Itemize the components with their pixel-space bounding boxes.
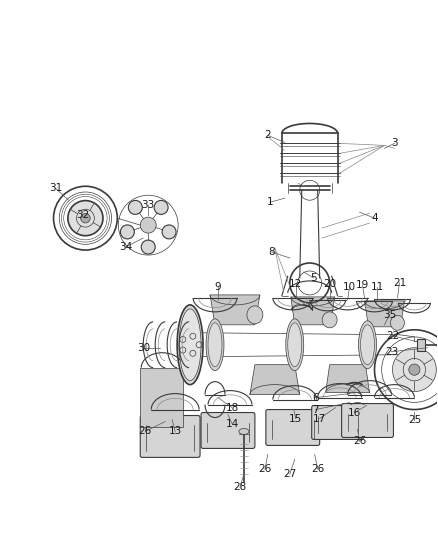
Polygon shape <box>364 301 404 327</box>
Circle shape <box>409 364 420 375</box>
FancyBboxPatch shape <box>266 409 320 446</box>
Text: 10: 10 <box>343 282 356 292</box>
Ellipse shape <box>390 316 404 330</box>
Polygon shape <box>291 297 335 325</box>
Circle shape <box>392 348 436 392</box>
Ellipse shape <box>360 325 374 365</box>
Text: 22: 22 <box>386 331 399 341</box>
Text: 30: 30 <box>137 343 150 353</box>
Text: 27: 27 <box>283 470 297 479</box>
Text: 3: 3 <box>391 139 398 148</box>
Ellipse shape <box>359 321 377 369</box>
Text: 26: 26 <box>311 464 324 474</box>
Ellipse shape <box>239 429 249 434</box>
Ellipse shape <box>208 323 222 367</box>
Circle shape <box>81 213 90 223</box>
Ellipse shape <box>288 323 302 367</box>
Text: 6: 6 <box>312 393 319 402</box>
Text: 20: 20 <box>323 279 336 289</box>
Text: 32: 32 <box>76 210 89 220</box>
Text: 15: 15 <box>289 414 302 424</box>
Circle shape <box>154 200 168 214</box>
Circle shape <box>120 225 134 239</box>
Text: 18: 18 <box>225 402 239 413</box>
Polygon shape <box>140 368 183 427</box>
Text: 26: 26 <box>258 464 272 474</box>
Text: 23: 23 <box>385 347 398 357</box>
Text: 17: 17 <box>313 414 326 424</box>
Ellipse shape <box>179 309 201 381</box>
Text: 7: 7 <box>312 405 319 415</box>
Ellipse shape <box>206 319 224 370</box>
Text: 8: 8 <box>268 247 275 257</box>
Circle shape <box>128 200 142 214</box>
Text: 28: 28 <box>233 482 247 492</box>
Text: 2: 2 <box>265 131 271 140</box>
Text: 11: 11 <box>371 282 384 292</box>
Circle shape <box>68 200 103 236</box>
Text: 12: 12 <box>289 279 302 289</box>
Text: 9: 9 <box>215 282 221 292</box>
Circle shape <box>141 240 155 254</box>
Text: 4: 4 <box>371 213 378 223</box>
Text: 21: 21 <box>393 278 406 288</box>
Text: 5: 5 <box>311 273 317 283</box>
Text: 26: 26 <box>353 437 366 447</box>
Text: 35: 35 <box>383 310 396 320</box>
Text: 25: 25 <box>408 415 421 424</box>
FancyBboxPatch shape <box>201 413 255 448</box>
Text: 34: 34 <box>119 242 132 252</box>
Text: 14: 14 <box>225 418 239 429</box>
Ellipse shape <box>247 306 263 324</box>
Text: 19: 19 <box>356 280 369 290</box>
Text: 33: 33 <box>141 200 155 210</box>
Text: 1: 1 <box>267 197 273 207</box>
Circle shape <box>140 217 156 233</box>
FancyBboxPatch shape <box>312 406 364 439</box>
Polygon shape <box>250 365 300 394</box>
Polygon shape <box>326 365 370 393</box>
FancyBboxPatch shape <box>417 339 425 351</box>
FancyBboxPatch shape <box>140 416 200 457</box>
FancyBboxPatch shape <box>342 403 393 438</box>
Text: 13: 13 <box>169 426 182 437</box>
Ellipse shape <box>286 319 304 370</box>
Circle shape <box>162 225 176 239</box>
Text: 26: 26 <box>138 426 152 437</box>
Polygon shape <box>210 295 260 325</box>
Ellipse shape <box>322 312 337 328</box>
Text: 16: 16 <box>348 408 361 417</box>
Text: 31: 31 <box>49 183 62 193</box>
Ellipse shape <box>177 305 203 385</box>
